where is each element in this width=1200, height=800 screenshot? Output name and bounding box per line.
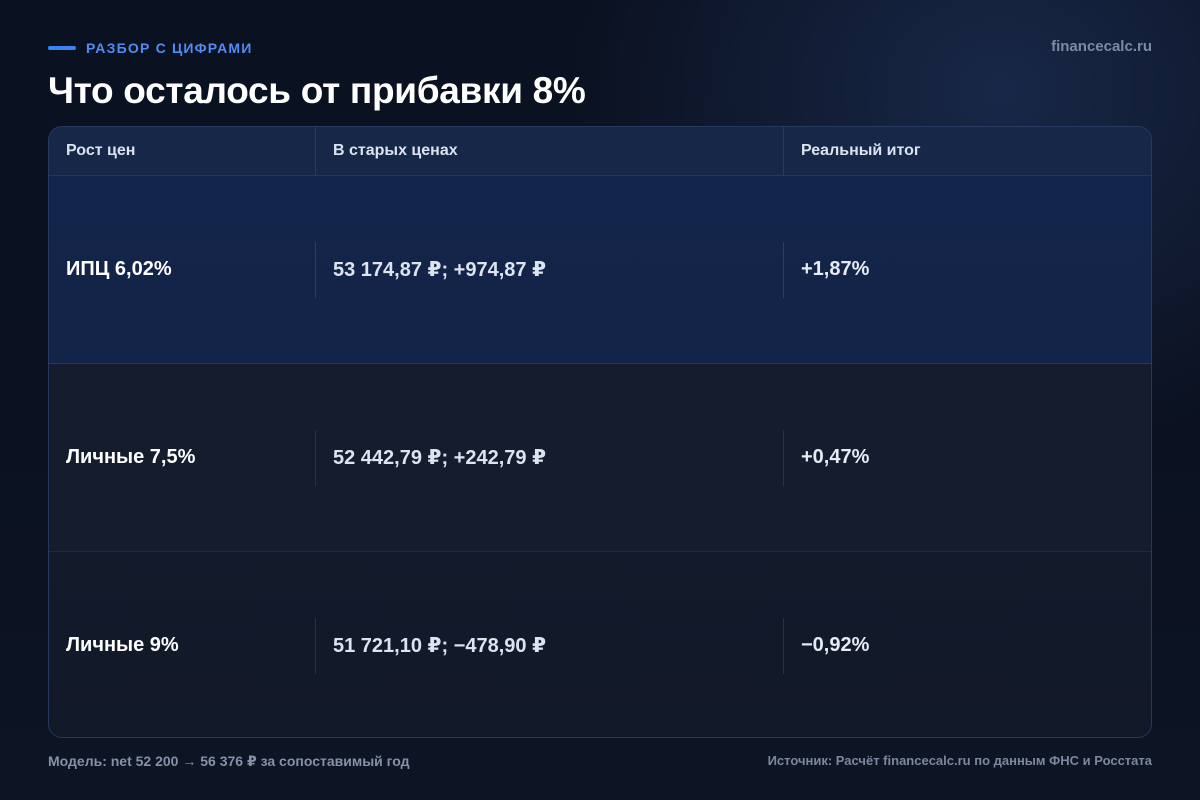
cell-price-growth: ИПЦ 6,02% — [49, 241, 316, 298]
cell-old-prices: 51 721,10 ₽; −478,90 ₽ — [316, 617, 784, 674]
cell-price-growth: Личные 7,5% — [49, 429, 316, 486]
table-row: ИПЦ 6,02% 53 174,87 ₽; +974,87 ₽ +1,87% — [49, 176, 1151, 364]
page-title: Что осталось от прибавки 8% — [48, 70, 586, 111]
cell-real-result: +0,47% — [801, 446, 870, 468]
cell-price-growth: Личные 9% — [49, 617, 316, 674]
source-note: Источник: Расчёт financecalc.ru по данны… — [767, 753, 1152, 768]
model-note: Модель: net 52 200 → 56 376 ₽ за сопоста… — [48, 753, 410, 769]
cell-real-result: +1,87% — [801, 258, 870, 280]
comparison-table: Рост цен В старых ценах Реальный итог ИП… — [48, 126, 1152, 738]
site-name: financecalc.ru — [1051, 38, 1152, 55]
table-header: Рост цен В старых ценах Реальный итог — [49, 127, 1151, 176]
table-row: Личные 9% 51 721,10 ₽; −478,90 ₽ −0,92% — [49, 552, 1151, 737]
column-header-price-growth: Рост цен — [49, 127, 316, 175]
cell-old-prices: 52 442,79 ₽; +242,79 ₽ — [316, 429, 784, 486]
column-header-old-prices: В старых ценах — [316, 127, 784, 175]
kicker-accent-bar — [48, 46, 76, 50]
table-row: Личные 7,5% 52 442,79 ₽; +242,79 ₽ +0,47… — [49, 364, 1151, 552]
kicker-label: РАЗБОР С ЦИФРАМИ — [86, 40, 253, 56]
column-header-real-result: Реальный итог — [801, 142, 921, 159]
cell-old-prices: 53 174,87 ₽; +974,87 ₽ — [316, 241, 784, 298]
cell-real-result: −0,92% — [801, 634, 870, 656]
section-kicker: РАЗБОР С ЦИФРАМИ — [48, 38, 253, 58]
